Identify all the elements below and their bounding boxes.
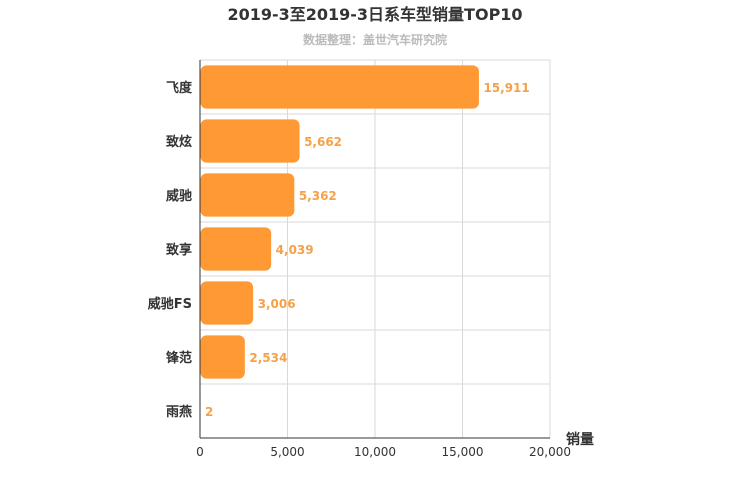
bar bbox=[200, 227, 272, 271]
x-tick-label: 15,000 bbox=[442, 445, 484, 459]
value-label: 3,006 bbox=[258, 297, 296, 311]
value-label: 2,534 bbox=[249, 351, 287, 365]
chart-subtitle: 数据整理：盖世汽车研究院 bbox=[303, 32, 447, 47]
bar bbox=[200, 281, 254, 325]
category-label: 锋范 bbox=[166, 350, 192, 366]
category-label: 飞度 bbox=[166, 80, 193, 96]
value-label: 2 bbox=[205, 405, 213, 419]
chart-title: 2019-3至2019-3日系车型销量TOP10 bbox=[227, 5, 522, 24]
value-label: 5,362 bbox=[299, 189, 337, 203]
bars: 15,911 5,662 5,362 4,039 3,006 2,534 2 bbox=[200, 65, 530, 419]
x-tick-label: 20,000 bbox=[529, 445, 571, 459]
category-label: 致享 bbox=[166, 242, 192, 258]
x-tick-label: 5,000 bbox=[270, 445, 304, 459]
value-label: 5,662 bbox=[304, 135, 342, 149]
category-label: 致炫 bbox=[166, 134, 192, 150]
value-label: 15,911 bbox=[483, 81, 529, 95]
category-label: 雨燕 bbox=[166, 404, 192, 420]
category-label: 威驰 bbox=[166, 188, 192, 204]
bar bbox=[200, 119, 300, 163]
value-label: 4,039 bbox=[276, 243, 314, 257]
x-tick-label: 10,000 bbox=[354, 445, 396, 459]
bar bbox=[200, 173, 295, 217]
bar bbox=[200, 65, 479, 109]
bar bbox=[200, 335, 245, 379]
x-tick-label: 0 bbox=[196, 445, 204, 459]
x-axis-label: 销量 bbox=[566, 431, 594, 448]
category-label: 威驰FS bbox=[148, 296, 192, 312]
